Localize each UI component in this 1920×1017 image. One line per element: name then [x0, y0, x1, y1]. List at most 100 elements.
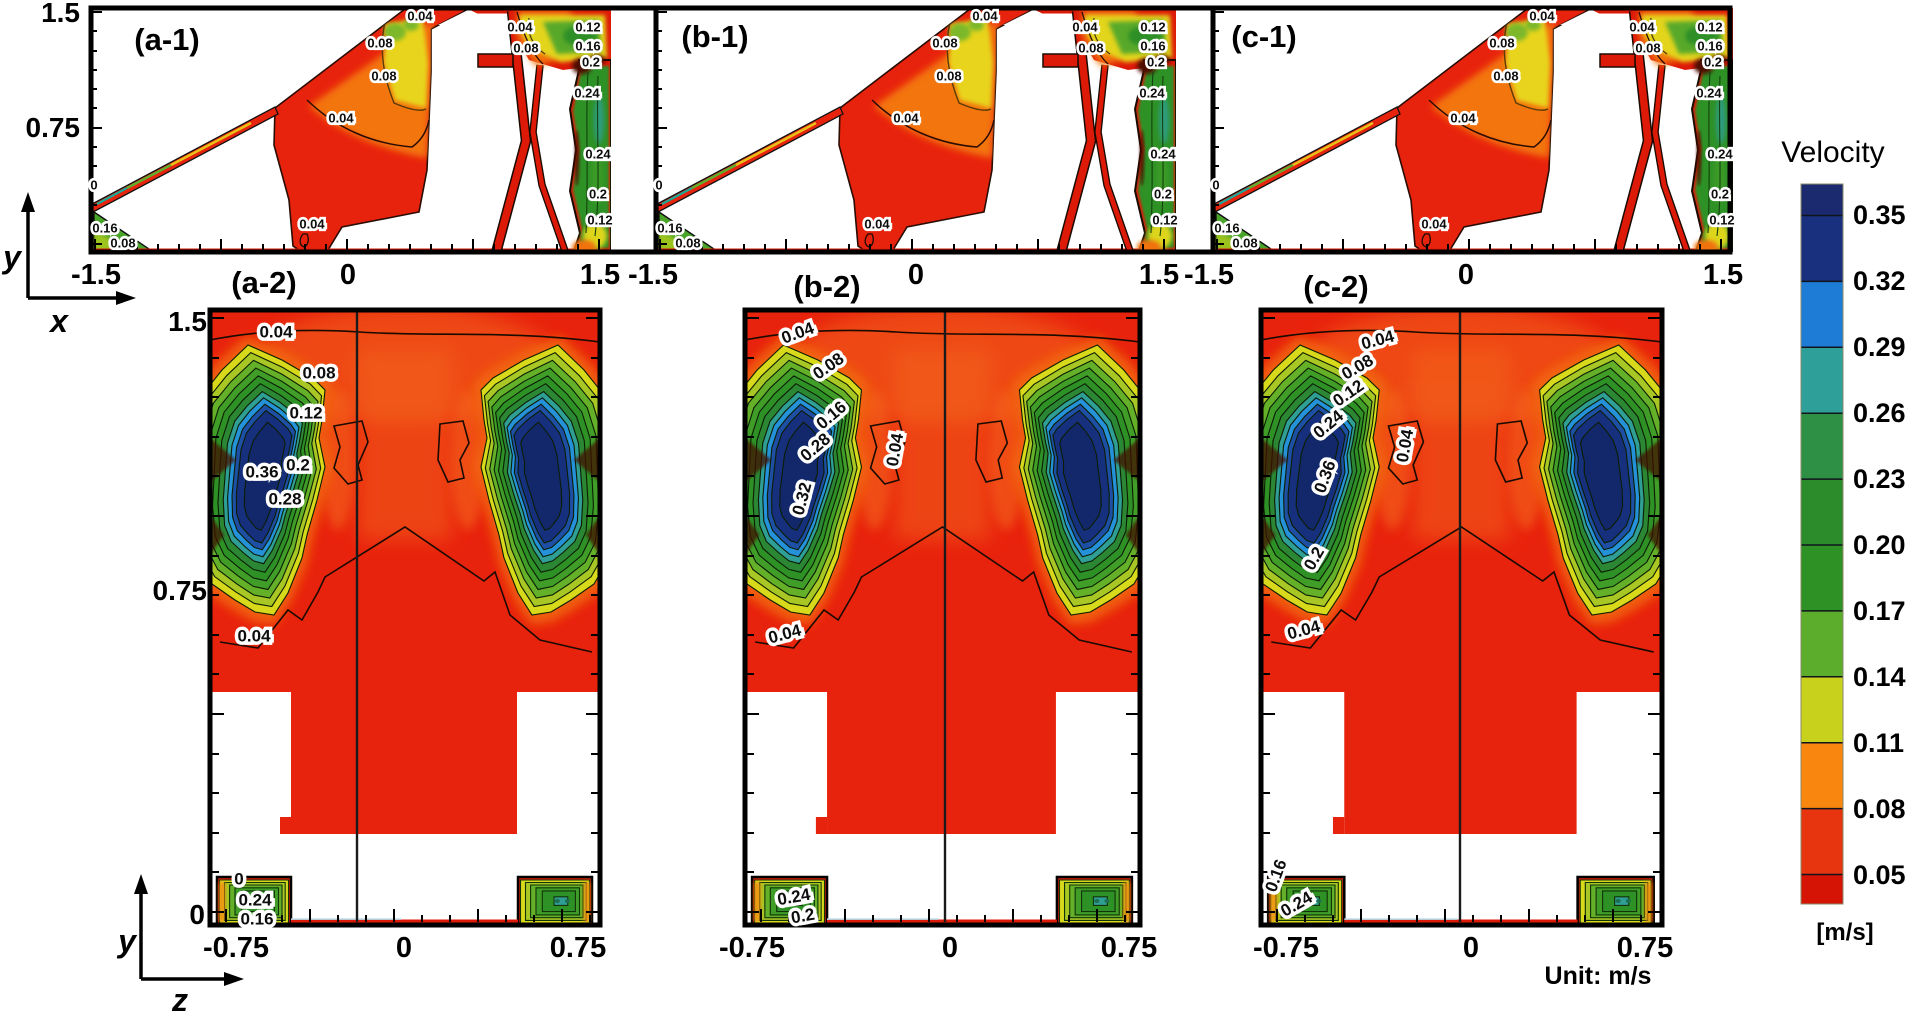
- svg-text:0.04: 0.04: [972, 8, 998, 23]
- svg-text:0.04: 0.04: [1450, 110, 1476, 125]
- svg-text:0.08: 0.08: [1853, 794, 1906, 824]
- svg-text:0.08: 0.08: [1493, 68, 1518, 83]
- svg-text:0.12: 0.12: [289, 403, 322, 422]
- svg-text:0.04: 0.04: [328, 110, 354, 125]
- svg-text:0.24: 0.24: [1707, 146, 1733, 161]
- svg-text:0.04: 0.04: [259, 322, 293, 341]
- svg-text:Velocity: Velocity: [1781, 136, 1884, 169]
- svg-text:0.24: 0.24: [1139, 85, 1165, 100]
- svg-text:0.2: 0.2: [582, 54, 600, 69]
- svg-text:0.12: 0.12: [1152, 212, 1177, 227]
- svg-text:-1.5: -1.5: [71, 259, 121, 291]
- svg-text:0.26: 0.26: [1853, 398, 1906, 428]
- svg-text:1.5: 1.5: [41, 0, 80, 28]
- svg-text:(b-2): (b-2): [793, 269, 860, 304]
- svg-text:0.24: 0.24: [1696, 85, 1722, 100]
- svg-text:0: 0: [90, 177, 97, 192]
- svg-text:0.04: 0.04: [237, 626, 271, 645]
- svg-text:0.08: 0.08: [371, 68, 396, 83]
- svg-text:0.12: 0.12: [1697, 19, 1722, 34]
- svg-text:0.08: 0.08: [302, 363, 335, 382]
- svg-text:0.16: 0.16: [575, 38, 600, 53]
- svg-text:0.24: 0.24: [574, 85, 600, 100]
- svg-text:0.2: 0.2: [1154, 186, 1172, 201]
- svg-text:0.20: 0.20: [1853, 530, 1906, 560]
- svg-text:0.04: 0.04: [507, 19, 533, 34]
- svg-text:0.08: 0.08: [1078, 40, 1103, 55]
- svg-text:0.16: 0.16: [92, 220, 117, 235]
- svg-text:0: 0: [942, 932, 958, 964]
- svg-text:0.24: 0.24: [1150, 146, 1176, 161]
- svg-text:0.35: 0.35: [1853, 200, 1906, 230]
- svg-text:0.75: 0.75: [550, 932, 606, 964]
- svg-text:0.2: 0.2: [790, 905, 817, 928]
- svg-text:0.75: 0.75: [1617, 932, 1673, 964]
- svg-text:1.5: 1.5: [168, 306, 207, 337]
- svg-text:0.2: 0.2: [1704, 54, 1722, 69]
- svg-text:0.04: 0.04: [864, 216, 890, 231]
- svg-text:(a-1): (a-1): [134, 22, 199, 57]
- svg-text:0.08: 0.08: [936, 68, 961, 83]
- svg-text:0.04: 0.04: [407, 8, 433, 23]
- svg-text:0.08: 0.08: [367, 35, 392, 50]
- svg-text:-1.5: -1.5: [1184, 259, 1234, 291]
- svg-text:0.29: 0.29: [1853, 332, 1906, 362]
- svg-text:0.75: 0.75: [153, 575, 208, 606]
- svg-text:0: 0: [1463, 932, 1479, 964]
- svg-text:0.16: 0.16: [1140, 38, 1165, 53]
- svg-text:0.11: 0.11: [1853, 728, 1904, 758]
- svg-text:-0.75: -0.75: [203, 932, 269, 964]
- svg-text:(c-2): (c-2): [1303, 269, 1368, 304]
- svg-text:0.28: 0.28: [268, 489, 301, 508]
- svg-text:0.16: 0.16: [657, 220, 682, 235]
- svg-text:0.08: 0.08: [1232, 235, 1257, 250]
- svg-text:0.08: 0.08: [675, 235, 700, 250]
- svg-text:y: y: [1, 239, 23, 275]
- svg-text:0.75: 0.75: [1101, 932, 1157, 964]
- svg-text:y: y: [116, 923, 138, 959]
- svg-text:0: 0: [908, 259, 924, 291]
- svg-text:0.16: 0.16: [1697, 38, 1722, 53]
- svg-text:0.14: 0.14: [1853, 662, 1906, 692]
- svg-text:0.16: 0.16: [1214, 220, 1239, 235]
- svg-text:0.08: 0.08: [1635, 40, 1660, 55]
- svg-text:0.04: 0.04: [1072, 19, 1098, 34]
- svg-text:(a-2): (a-2): [231, 265, 296, 300]
- svg-text:0.05: 0.05: [1853, 860, 1906, 890]
- svg-text:0.12: 0.12: [1140, 19, 1165, 34]
- svg-text:(c-1): (c-1): [1231, 19, 1296, 54]
- svg-text:0.08: 0.08: [932, 35, 957, 50]
- svg-text:0: 0: [1212, 177, 1219, 192]
- svg-text:0.75: 0.75: [26, 112, 81, 143]
- svg-text:0.08: 0.08: [513, 40, 538, 55]
- svg-text:1.5: 1.5: [1139, 259, 1179, 291]
- svg-text:0.17: 0.17: [1853, 596, 1906, 626]
- svg-text:0.04: 0.04: [1629, 19, 1655, 34]
- svg-text:0.2: 0.2: [1147, 54, 1165, 69]
- svg-text:0.12: 0.12: [587, 212, 612, 227]
- svg-text:(b-1): (b-1): [681, 19, 748, 54]
- svg-text:0.08: 0.08: [110, 235, 135, 250]
- svg-text:[m/s]: [m/s]: [1816, 919, 1873, 946]
- svg-text:-0.75: -0.75: [1253, 932, 1319, 964]
- svg-text:0.16: 0.16: [240, 909, 273, 928]
- svg-text:0.04: 0.04: [299, 216, 325, 231]
- svg-text:0.12: 0.12: [575, 19, 600, 34]
- svg-text:0.04: 0.04: [893, 110, 919, 125]
- svg-text:0: 0: [189, 899, 205, 930]
- svg-text:0.2: 0.2: [1711, 186, 1729, 201]
- svg-text:0.04: 0.04: [1529, 8, 1555, 23]
- svg-text:0.12: 0.12: [1709, 212, 1734, 227]
- svg-text:0: 0: [340, 259, 356, 291]
- svg-text:0.08: 0.08: [1489, 35, 1514, 50]
- svg-text:-0.75: -0.75: [719, 932, 785, 964]
- svg-text:1.5: 1.5: [580, 259, 620, 291]
- svg-text:0.24: 0.24: [238, 890, 272, 909]
- svg-text:0.04: 0.04: [1421, 216, 1447, 231]
- svg-text:0.32: 0.32: [1853, 266, 1906, 296]
- svg-text:0: 0: [1458, 259, 1474, 291]
- svg-text:-1.5: -1.5: [628, 259, 678, 291]
- svg-text:0.24: 0.24: [585, 146, 611, 161]
- svg-text:0.2: 0.2: [589, 186, 607, 201]
- svg-text:0: 0: [396, 932, 412, 964]
